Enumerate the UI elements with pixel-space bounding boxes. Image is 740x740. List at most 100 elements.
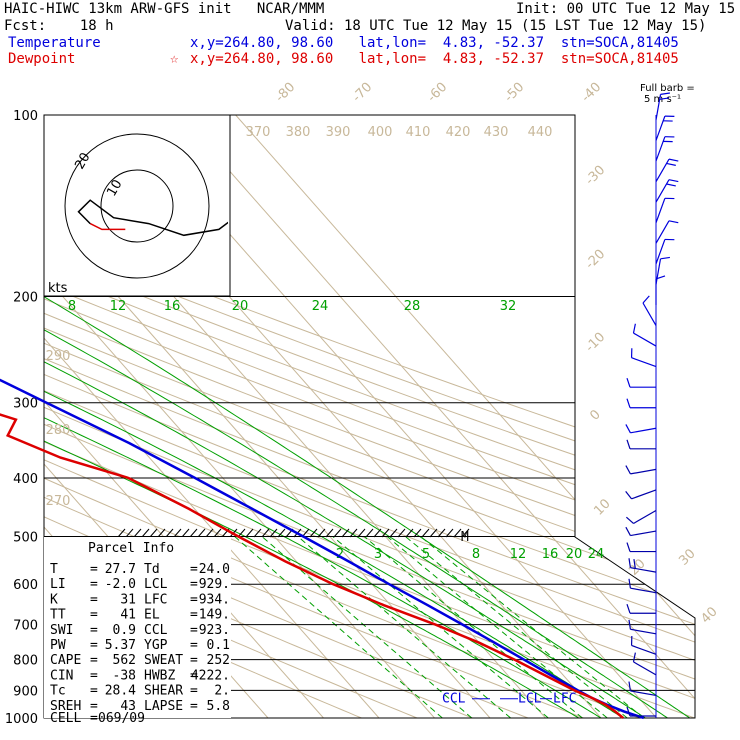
parcel-info-key: SWEAT (144, 653, 183, 668)
wind-barb-flag (626, 706, 631, 717)
theta-label-low: 290 (46, 349, 71, 364)
parcel-info-eq: = (90, 711, 98, 726)
parcel-info-key: K (50, 592, 58, 607)
parcel-info-value: 2. (214, 684, 230, 699)
isotherm-line (179, 115, 695, 718)
parcel-info-eq: = (190, 638, 198, 653)
stability-tick-mark (189, 528, 198, 538)
isotherm-label: -20 (583, 247, 609, 273)
mixing-ratio-label: 24 (312, 299, 329, 314)
parcel-info-key: CCL (144, 623, 168, 638)
parcel-info-cell-value: 069/09 (98, 711, 145, 726)
isotherm-line (235, 115, 695, 718)
parcel-info-eq: = (190, 562, 198, 577)
dry-adiabat-line (44, 115, 695, 718)
parcel-info-value: 24.0 (199, 562, 230, 577)
parcel-info-eq: = (190, 699, 198, 714)
dry-adiabat-line (44, 115, 695, 718)
stability-tick-mark (389, 528, 398, 538)
moist-adiabat-line (44, 302, 602, 718)
parcel-info-panel (44, 537, 231, 718)
stability-tick-mark (365, 528, 374, 538)
stability-tick-mark (453, 528, 462, 538)
stability-tick-mark (173, 528, 182, 538)
wind-barb-flag (660, 92, 670, 95)
stability-tick-mark (253, 528, 262, 538)
stability-tick-mark (341, 528, 350, 538)
dry-adiabat-line (44, 115, 695, 718)
dry-adiabat-line (44, 115, 695, 718)
isotherm-label: 40 (698, 604, 720, 626)
stability-tick-mark (461, 528, 470, 538)
stability-tick-mark (317, 528, 326, 538)
isotherm-label: -30 (583, 163, 609, 189)
stability-tick-mark (133, 528, 142, 538)
stability-tick-mark (213, 528, 222, 538)
lower-mixing-label: 8 (472, 547, 480, 562)
parcel-info-eq: = (90, 562, 98, 577)
parcel-info-eq: = (90, 684, 98, 699)
header-model-title: HAIC-HIWC 13km ARW-GFS init NCAR/MMM (4, 1, 325, 17)
wind-barb-staff (655, 198, 666, 223)
pressure-tick-label: 600 (13, 578, 38, 593)
wind-barb-flag (628, 578, 631, 589)
wind-barb-flag (660, 256, 670, 260)
wind-barb-staff (655, 220, 670, 244)
stability-tick-mark (405, 528, 414, 538)
wind-barb-staff (633, 661, 657, 676)
mixing-ratio-label: 12 (110, 299, 127, 314)
lower-mixing-label: 5 (422, 547, 430, 562)
stability-tick-mark (357, 528, 366, 538)
parcel-info-key: Td (144, 562, 160, 577)
parcel-info-eq: = (90, 577, 98, 592)
parcel-info-key: LFC (144, 592, 167, 607)
wind-barb-staff (655, 136, 666, 162)
dry-adiabat-line (44, 115, 695, 718)
wind-barb-staff (631, 644, 657, 655)
wind-barb-staff (655, 115, 666, 141)
mixing-ratio-label: 20 (232, 299, 249, 314)
theta-label: 440 (528, 125, 553, 140)
wind-barb-flag (625, 516, 634, 524)
stability-tick-mark (349, 528, 358, 538)
mixing-ratio-line (297, 536, 512, 718)
hodograph-units: kts (48, 281, 68, 296)
m-marker-label: M (461, 530, 469, 545)
parcel-info-value: 934. (199, 592, 230, 607)
hodograph-ring-outer (64, 133, 210, 279)
parcel-info-key: CIN (50, 668, 73, 683)
stability-tick-mark (421, 528, 430, 538)
wind-barb-flag (642, 295, 650, 304)
wind-barb-staff (630, 567, 657, 573)
lower-mixing-label: 12 (510, 547, 527, 562)
isotherm-line (44, 115, 435, 718)
dewpoint-profile (0, 413, 624, 719)
pressure-tick-label: 900 (13, 684, 38, 699)
isotherm-line (44, 115, 324, 718)
parcel-info-key: LI (50, 577, 66, 592)
wind-barb-flag (625, 526, 631, 536)
parcel-info-eq: = (90, 638, 98, 653)
stability-tick-mark (373, 528, 382, 538)
dry-adiabat-line (44, 115, 695, 718)
wind-barb-flag (626, 377, 631, 388)
wind-barb-staff (630, 587, 657, 594)
wind-barb-flag (666, 162, 676, 166)
wind-barb-flag (628, 681, 631, 692)
mixing-ratio-line (332, 536, 549, 718)
wind-barb-flag (668, 179, 679, 183)
wind-barb-flag (625, 465, 631, 475)
wind-barb-staff (633, 332, 657, 347)
stability-tick-mark (325, 528, 334, 538)
parcel-info-value: 43 (120, 699, 136, 714)
parcel-info-key: LAPSE (144, 699, 183, 714)
parcel-info-key: LCL (144, 577, 168, 592)
isotherm-label: 10 (591, 496, 613, 518)
stability-tick-mark (277, 528, 286, 538)
parcel-info-eq: = (90, 608, 98, 623)
parcel-info-value: -2.0 (105, 577, 136, 592)
parcel-info-key: SHEAR (144, 684, 183, 699)
wind-barb-staff (642, 302, 657, 326)
dry-adiabat-line (44, 115, 695, 718)
